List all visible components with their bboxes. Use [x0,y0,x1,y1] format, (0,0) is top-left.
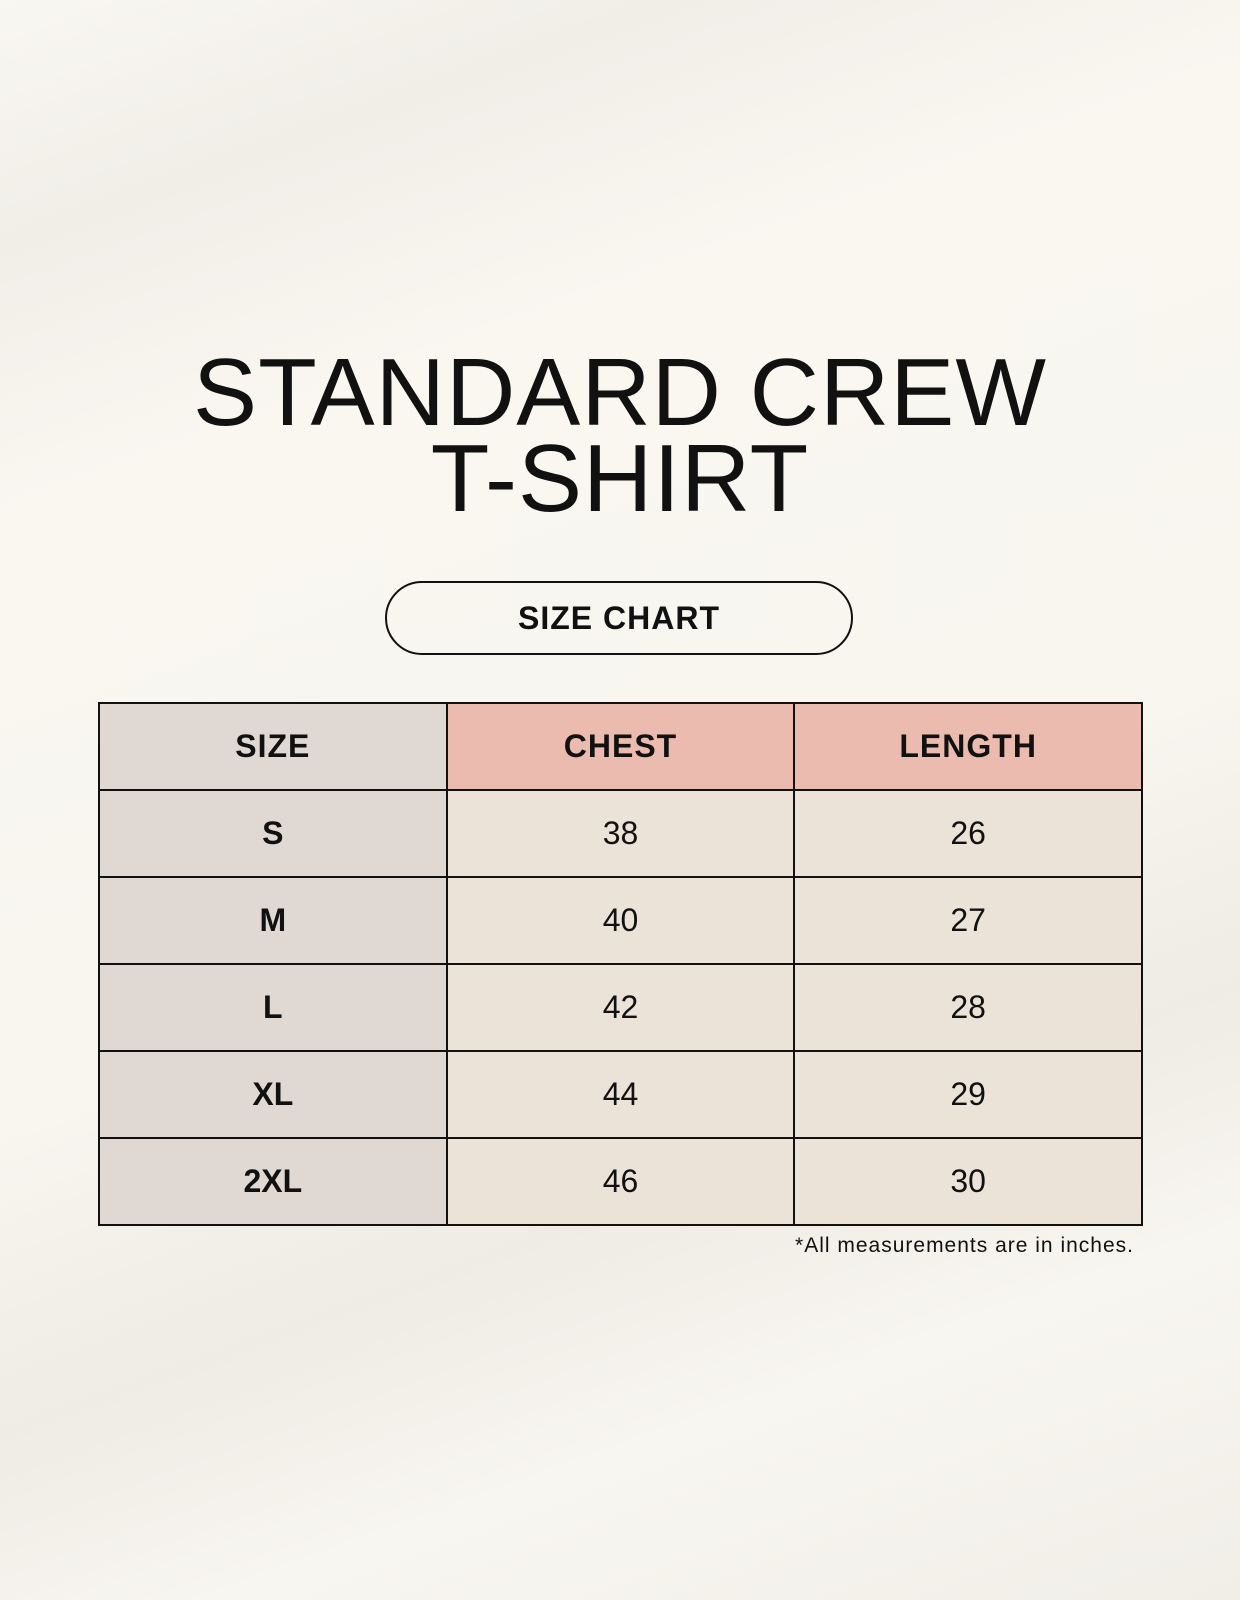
cell-length: 30 [793,1137,1143,1226]
title-line-1: STANDARD CREW [193,339,1047,446]
header-length: LENGTH [793,702,1143,791]
table-row: 2XL 46 30 [98,1137,1143,1226]
title-line-2: T-SHIRT [430,425,810,532]
header-size: SIZE [98,702,448,791]
header-chest: CHEST [445,702,796,791]
table-row: M 40 27 [98,876,1143,965]
cell-chest: 46 [445,1137,796,1226]
badge-label: SIZE CHART [518,599,720,636]
cell-length: 29 [793,1050,1143,1139]
cell-length: 26 [793,789,1143,878]
cell-chest: 44 [445,1050,796,1139]
table-row: S 38 26 [98,789,1143,878]
cell-size: M [98,876,448,965]
measurement-note: *All measurements are in inches. [795,1234,1134,1257]
page-title: STANDARD CREW T-SHIRT [0,339,1240,532]
size-chart-badge: SIZE CHART [385,581,853,655]
cell-length: 28 [793,963,1143,1052]
cell-length: 27 [793,876,1143,965]
table-row: XL 44 29 [98,1050,1143,1139]
cell-size: L [98,963,448,1052]
size-table: SIZE CHEST LENGTH S 38 26 M 40 27 L 42 28 XL 44 29 2… [98,702,1143,1226]
cell-size: 2XL [98,1137,448,1226]
table-row: L 42 28 [98,963,1143,1052]
cell-size: S [98,789,448,878]
cell-chest: 42 [445,963,796,1052]
cell-size: XL [98,1050,448,1139]
cell-chest: 38 [445,789,796,878]
cell-chest: 40 [445,876,796,965]
table-header-row: SIZE CHEST LENGTH [98,702,1143,791]
